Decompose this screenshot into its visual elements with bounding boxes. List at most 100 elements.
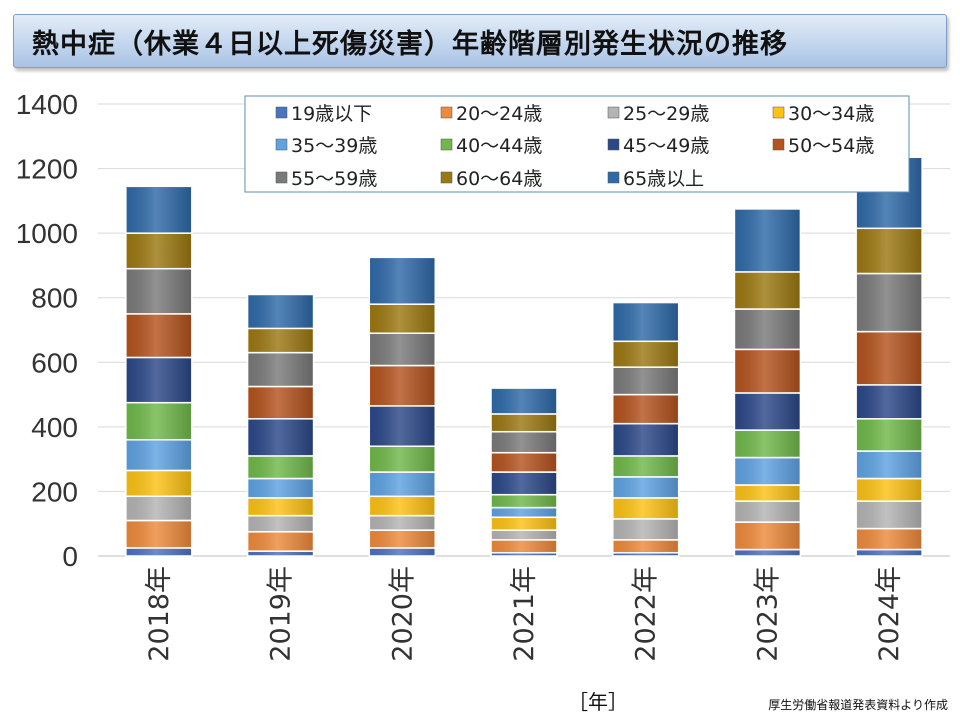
bar-segment-shade — [126, 314, 191, 357]
bar-segment-shade — [857, 274, 922, 331]
legend-label: 25～29歳 — [623, 103, 709, 125]
legend-label: 55～59歳 — [291, 168, 377, 190]
legend-item: 25～29歳 — [607, 103, 709, 125]
bar-stack — [246, 293, 315, 557]
bar-segment-shade — [370, 334, 435, 365]
legend-swatch — [607, 138, 620, 151]
bar-segment-shade — [370, 473, 435, 496]
bar-segment-shade — [492, 518, 556, 530]
legend-label: 65歳以上 — [623, 168, 704, 190]
legend-label: 30～34歳 — [788, 103, 874, 125]
legend-label: 19歳以下 — [291, 103, 372, 125]
bar-segment-shade — [370, 497, 435, 515]
bar-segment-shade — [126, 358, 191, 402]
legend-label: 40～44歳 — [456, 135, 542, 157]
legend-swatch — [772, 138, 785, 151]
legend-item: 55～59歳 — [275, 168, 377, 190]
bar-segment-shade — [370, 366, 435, 405]
bar-segment-shade — [613, 395, 678, 423]
bar-segment-shade — [492, 531, 556, 539]
bar-segment-shade — [492, 389, 556, 413]
legend-label: 60～64歳 — [456, 168, 542, 190]
bar-segment-shade — [126, 497, 191, 520]
y-tick-label: 1000 — [16, 218, 78, 249]
legend-swatch — [607, 106, 620, 119]
x-tick-label: 2024年 — [874, 566, 905, 662]
x-tick-label: 2020年 — [387, 566, 418, 662]
x-axis-ticks: 2018年 2019年 2020年 2021年 2022年 2023年 2024年 — [144, 566, 905, 662]
legend-swatch — [275, 106, 288, 119]
legend-frame — [244, 95, 910, 193]
legend-label: 35～39歳 — [291, 135, 377, 157]
bar-segment-shade — [370, 258, 435, 304]
legend-swatch — [275, 138, 288, 151]
bar-segment-shade — [370, 305, 435, 333]
x-tick-label: 2018年 — [144, 566, 175, 662]
legend-item: 45～49歳 — [607, 135, 709, 157]
bar-segment-shade — [492, 495, 556, 507]
bar-segment-shade — [492, 508, 556, 517]
bar-segment-shade — [248, 516, 313, 531]
x-axis-label: ［年］ — [568, 690, 628, 714]
bar-segment-shade — [735, 458, 800, 484]
bar-segment-shade — [857, 452, 922, 478]
bar-stack — [611, 301, 680, 557]
bar-segment-shade — [857, 332, 922, 384]
legend-item: 30～34歳 — [772, 103, 874, 125]
legend-label: 50～54歳 — [788, 135, 874, 157]
y-tick-label: 800 — [31, 283, 78, 314]
bar-segment-shade — [857, 550, 922, 555]
bar-segment-shade — [613, 342, 678, 367]
source-note: 厚生労働省報道発表資料より作成 — [768, 698, 948, 712]
bar-segment-shade — [857, 479, 922, 501]
legend-swatch — [607, 171, 620, 184]
bar-segment-shade — [492, 414, 556, 431]
bar-segment-shade — [370, 406, 435, 446]
legend-item: 35～39歳 — [275, 135, 377, 157]
legend-item: 40～44歳 — [440, 135, 542, 157]
x-tick-label: 2022年 — [631, 566, 662, 662]
bar-segment-shade — [492, 473, 556, 494]
bar-segment-shade — [613, 477, 678, 497]
legend-item: 19歳以下 — [275, 103, 372, 125]
legend-swatch — [275, 171, 288, 184]
bar-segment-shade — [248, 387, 313, 418]
legend-item: 65歳以上 — [607, 168, 704, 190]
bar-segment-shade — [248, 329, 313, 352]
bar-segment-shade — [613, 553, 678, 555]
x-tick-label: 2023年 — [752, 566, 783, 662]
y-tick-label: 1200 — [16, 154, 78, 185]
bar-segment-shade — [126, 548, 191, 555]
bar-segment-shade — [126, 269, 191, 313]
chart-title: 熱中症（休業４日以上死傷災害）年齢階層別発生状況の推移 — [32, 28, 788, 60]
bar-segment-shade — [248, 353, 313, 386]
bar-segment-shade — [126, 187, 191, 233]
bar-segment-shade — [857, 419, 922, 451]
bar-segment-shade — [735, 393, 800, 430]
bar-segment-shade — [613, 519, 678, 539]
y-axis-ticks: 0 200 400 600 800 1000 1200 1400 — [16, 89, 78, 572]
bar-segment-shade — [248, 498, 313, 515]
x-tick-label: 2021年 — [509, 566, 540, 662]
bar-segment-shade — [248, 552, 313, 555]
bar-stack — [125, 185, 193, 557]
bar-segment-shade — [613, 303, 678, 341]
bar-segment-shade — [248, 532, 313, 551]
bar-segment-shade — [370, 531, 435, 547]
y-tick-label: 200 — [31, 476, 78, 507]
bar-segment-shade — [735, 209, 800, 271]
bar-segment-shade — [492, 540, 556, 552]
bar-segment-shade — [126, 521, 191, 547]
legend-item: 20～24歳 — [440, 103, 542, 125]
legend-label: 20～24歳 — [456, 103, 542, 125]
bar-stack — [733, 208, 802, 557]
bar-stack — [368, 256, 437, 557]
title-banner: 熱中症（休業４日以上死傷災害）年齢階層別発生状況の推移 — [13, 14, 947, 68]
bar-segment-shade — [248, 456, 313, 478]
bar-segment-shade — [370, 447, 435, 472]
bar-segment-shade — [735, 485, 800, 501]
bar-segment-shade — [613, 456, 678, 476]
bar-segment-shade — [126, 440, 191, 470]
bar-segment-shade — [735, 310, 800, 349]
bar-segment-shade — [613, 540, 678, 552]
